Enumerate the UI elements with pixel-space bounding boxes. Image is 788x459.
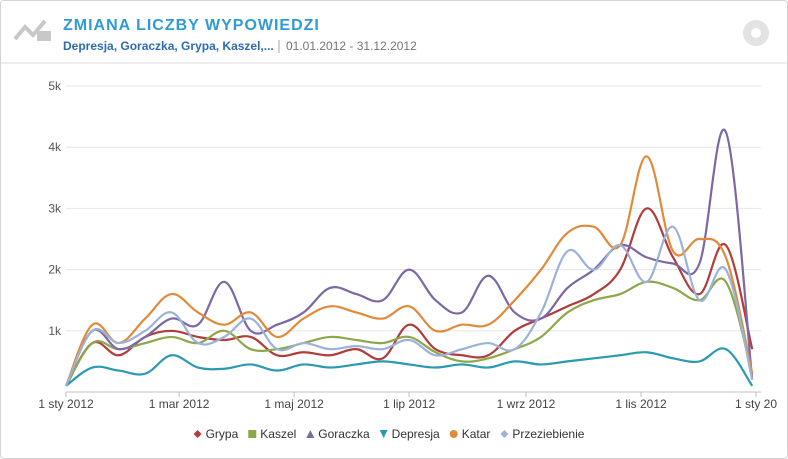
x-tick-label: 1 lip 2012 [383,397,435,411]
series-line [65,207,754,387]
y-tick-label: 3k [48,201,62,215]
series-line [65,128,754,387]
legend-label: Katar [462,427,491,441]
legend-label: Kaszel [260,427,296,441]
y-tick-label: 4k [48,140,62,154]
legend-label: Goraczka [318,427,370,441]
legend-item[interactable]: Kaszel [248,427,296,441]
x-tick-label: 1 mar 2012 [149,397,210,411]
legend-label: Depresja [392,427,440,441]
legend-marker [449,430,458,438]
x-tick-label: 1 sty 2012 [38,397,94,411]
legend-marker [379,430,388,438]
legend-label: Grypa [206,427,239,441]
x-tick-label: 1 maj 2012 [264,397,324,411]
series-list[interactable]: Depresja, Goraczka, Grypa, Kaszel,... [63,39,274,53]
title: ZMIANA LICZBY WYPOWIEDZI [63,17,320,34]
x-tick-label: 1 sty 20 [735,397,777,411]
series-line [65,347,754,387]
x-tick-label: 1 lis 2012 [615,397,667,411]
series-line [64,155,754,387]
legend-item[interactable]: Grypa [193,427,239,441]
y-tick-label: 5k [48,79,62,93]
legend-label: Przeziebienie [512,427,584,441]
legend-marker [306,430,315,438]
y-tick-label: 2k [48,263,62,277]
legend-marker [248,430,257,438]
legend: Grypa Kaszel Goraczka Depresja Katar Przezieb… [193,427,585,441]
x-tick-label: 1 wrz 2012 [497,397,556,411]
legend-item[interactable]: Przeziebienie [500,427,585,441]
legend-item[interactable]: Depresja [379,427,440,441]
settings-icon[interactable] [743,20,769,46]
legend-item[interactable]: Goraczka [306,427,370,441]
legend-marker [193,430,202,438]
y-tick-label: 1k [48,324,62,338]
series-line [65,225,754,387]
legend-marker [500,430,509,438]
legend-item[interactable]: Katar [449,427,491,441]
date-range: 01.01.2012 - 31.12.2012 [286,39,417,53]
chart-icon [13,19,51,41]
